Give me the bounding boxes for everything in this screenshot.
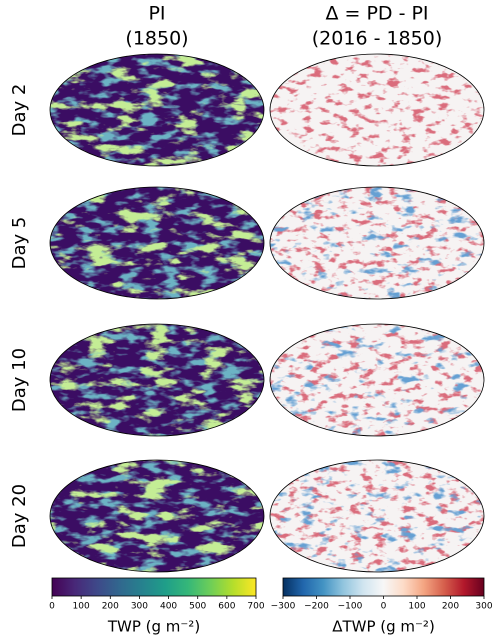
map-outline — [269, 53, 485, 167]
column-subtitle: (1850) — [125, 28, 188, 50]
colorbar-tick-label: 300 — [475, 602, 492, 612]
map-texture — [270, 187, 484, 299]
map-texture — [50, 324, 264, 436]
map — [270, 460, 484, 572]
colorbar-tick-label: 400 — [160, 602, 177, 612]
map — [50, 54, 264, 166]
colorbar-tick-label: 0 — [49, 602, 55, 612]
map-texture — [50, 460, 264, 572]
colorbar-tick-label: −100 — [338, 602, 363, 612]
row-label: Day 5 — [9, 217, 30, 270]
column-title: Δ = PD - PI — [325, 3, 428, 25]
colorbar-tick-label: 100 — [408, 602, 425, 612]
row-label: Day 20 — [9, 484, 30, 548]
map — [270, 54, 484, 166]
map — [270, 187, 484, 299]
colorbar-tick-label: 500 — [189, 602, 206, 612]
map — [50, 324, 264, 436]
colorbar-tick-label: −200 — [304, 602, 329, 612]
colorbar-tick-label: 200 — [442, 602, 459, 612]
map-texture — [270, 324, 484, 436]
row-label: Day 10 — [9, 348, 30, 412]
map-texture — [270, 54, 484, 166]
map — [50, 187, 264, 299]
colorbar-tick-label: 700 — [247, 602, 264, 612]
map-outline — [269, 459, 485, 573]
map-outline — [49, 53, 265, 167]
colorbar-tick-label: 600 — [218, 602, 235, 612]
map-outline — [49, 459, 265, 573]
colorbar-tick-label: −300 — [271, 602, 296, 612]
colorbar-tick-label: 200 — [102, 602, 119, 612]
map-texture — [270, 460, 484, 572]
colorbar-label: TWP (g m⁻²) — [107, 618, 200, 636]
colorbar-label: ΔTWP (g m⁻²) — [332, 618, 435, 636]
colorbar — [282, 577, 485, 597]
map-outline — [269, 186, 485, 300]
map-outline — [269, 323, 485, 437]
column-subtitle: (2016 - 1850) — [312, 28, 442, 50]
map-outline — [49, 186, 265, 300]
map — [270, 324, 484, 436]
column-title: PI — [148, 3, 165, 25]
map-texture — [50, 187, 264, 299]
colorbar-tick-label: 100 — [73, 602, 90, 612]
map-texture — [50, 54, 264, 166]
map-outline — [49, 323, 265, 437]
row-label: Day 2 — [9, 84, 30, 137]
map — [50, 460, 264, 572]
colorbar — [51, 577, 257, 597]
colorbar-tick-label: 300 — [131, 602, 148, 612]
colorbar-tick-label: 0 — [381, 602, 387, 612]
